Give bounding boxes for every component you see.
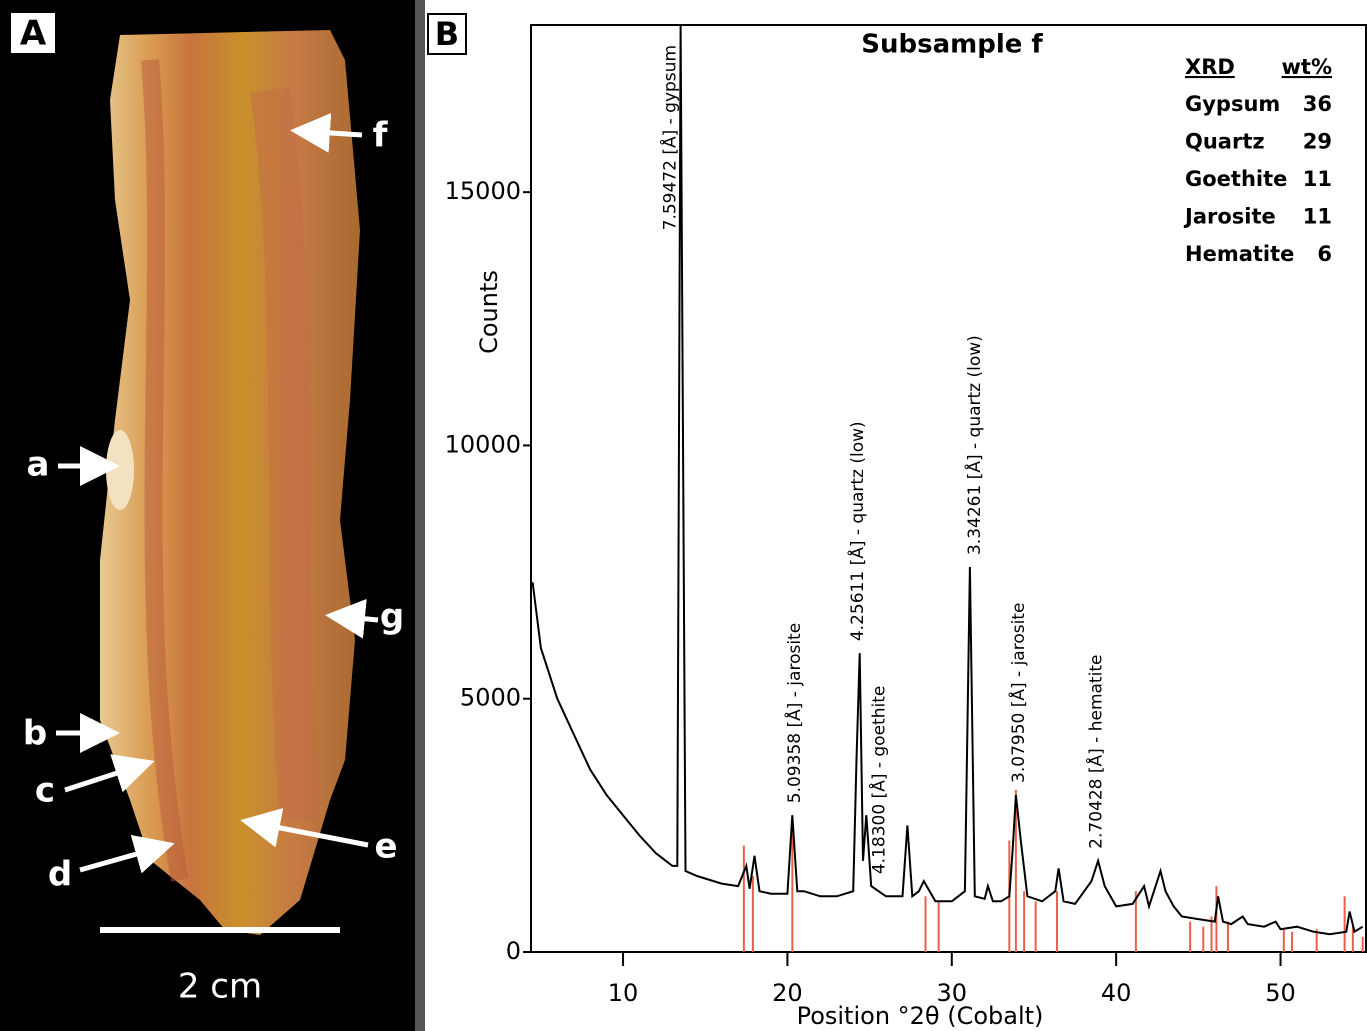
table-value: 29	[1303, 130, 1332, 154]
peak-annotation: 4.25611 [Å] - quartz (low)	[846, 421, 868, 641]
peak-annotation: 3.34261 [Å] - quartz (low)	[963, 335, 985, 555]
peak-annotation: 7.59472 [Å] - gypsum	[659, 45, 681, 230]
arrow-label: a	[27, 445, 50, 485]
x-tick-label: 20	[772, 979, 803, 1007]
y-tick-label: 0	[506, 937, 521, 965]
x-tick-label: 10	[608, 979, 639, 1007]
panel-b-bg	[425, 0, 1367, 1031]
x-tick-label: 30	[937, 979, 968, 1007]
peak-annotation: 5.09358 [Å] - jarosite	[783, 623, 805, 803]
table-mineral: Jarosite	[1183, 205, 1276, 229]
peak-annotation: 3.07950 [Å] - jarosite	[1007, 603, 1029, 783]
rock-spot	[106, 430, 134, 510]
x-tick-label: 40	[1101, 979, 1132, 1007]
table-value: 11	[1303, 205, 1332, 229]
figure: A a b c d e f g 2 cm B Subsample f Posit…	[0, 0, 1367, 1031]
table-mineral: Quartz	[1185, 130, 1265, 154]
divider	[415, 0, 425, 1031]
table-mineral: Gypsum	[1185, 92, 1280, 116]
x-axis-label: Position °2θ (Cobalt)	[797, 1002, 1044, 1030]
arrow-label: c	[35, 771, 55, 811]
arrow-label: f	[373, 116, 389, 156]
panel-label: B	[435, 15, 459, 53]
scale-label: 2 cm	[178, 967, 262, 1007]
arrow-label: e	[374, 827, 397, 867]
table-mineral: Hematite	[1185, 242, 1294, 266]
table-value: 6	[1317, 242, 1332, 266]
y-axis-label: Counts	[475, 270, 503, 354]
peak-annotation: 2.70428 [Å] - hematite	[1084, 655, 1106, 849]
rock-band	[270, 90, 300, 820]
table-value: 36	[1303, 92, 1332, 116]
y-tick-label: 10000	[445, 430, 521, 458]
arrow-label: b	[23, 714, 47, 754]
table-header: wt%	[1282, 55, 1332, 79]
peak-annotation: 4.18300 [Å] - goethite	[867, 686, 889, 874]
table-mineral: Goethite	[1185, 167, 1287, 191]
panel-label: A	[20, 14, 47, 54]
rock-sample	[100, 30, 360, 935]
y-tick-label: 5000	[460, 684, 521, 712]
table-header: XRD	[1185, 55, 1235, 79]
table-value: 11	[1303, 167, 1332, 191]
arrow-label: g	[380, 597, 404, 637]
arrow-label: d	[48, 855, 72, 895]
chart-title: Subsample f	[861, 30, 1043, 60]
y-tick-label: 15000	[445, 177, 521, 205]
x-tick-label: 50	[1265, 979, 1296, 1007]
